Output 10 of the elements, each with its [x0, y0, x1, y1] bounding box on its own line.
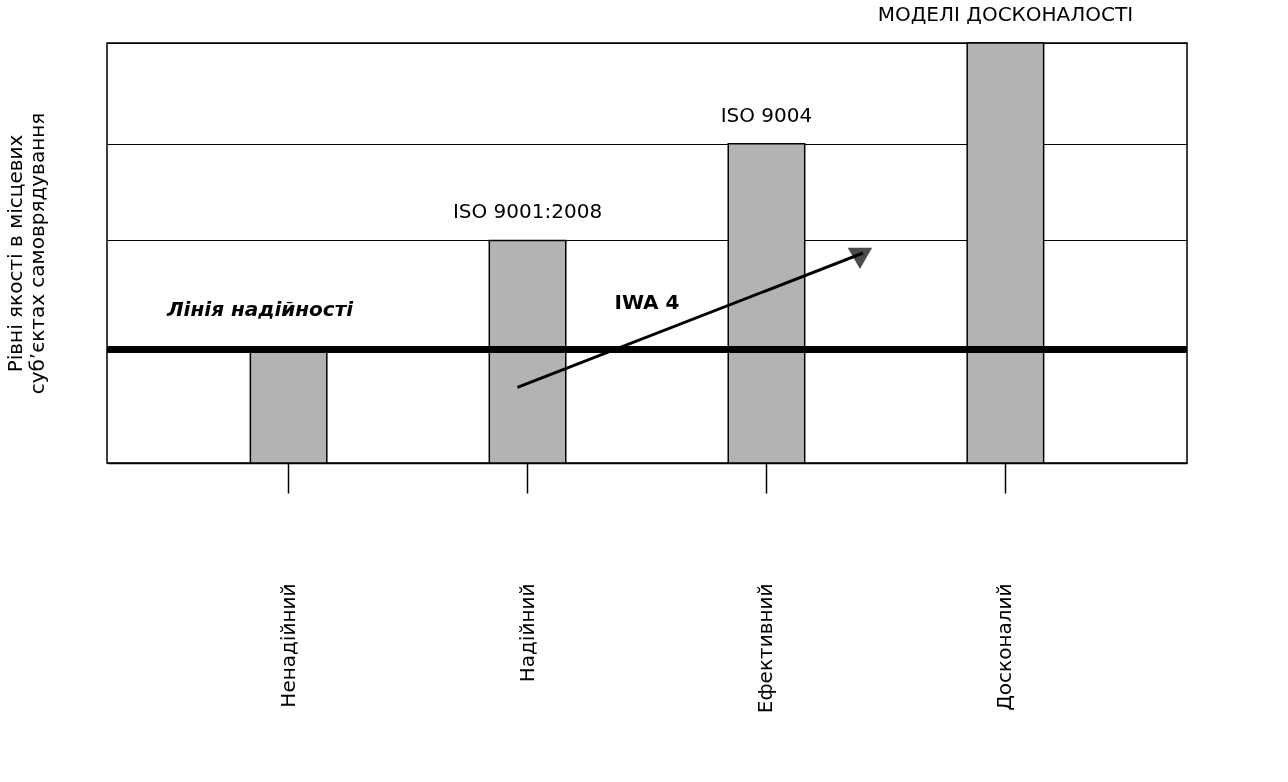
y-axis-title: Рівні якості в місцевих суб’єктах самоврядування [2, 112, 49, 395]
x-tick-label: Надійний [514, 583, 539, 683]
annotation: IWA 4 [614, 290, 680, 315]
x-tick-label: Ефективний [753, 583, 778, 714]
x-tick-label: Досконалий [992, 583, 1017, 711]
annotation: МОДЕЛІ ДОСКОНАЛОСТІ [877, 2, 1134, 26]
ref-line-label: Лінія надійності [166, 296, 355, 321]
x-tick-label: Ненадійний [275, 583, 300, 708]
annotation: ISO 9001:2008 [452, 199, 603, 224]
annotation: ISO 9004 [720, 102, 813, 127]
